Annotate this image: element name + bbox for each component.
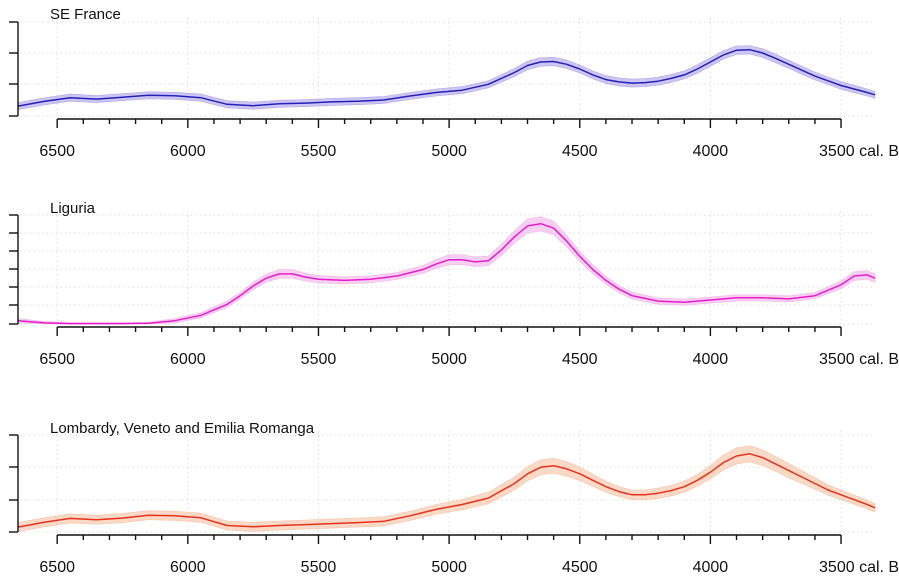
x-tick-label: 4000 [693,559,729,576]
panel-title: Lombardy, Veneto and Emilia Romanga [50,420,315,437]
x-tick-label: 3500 cal. BC [819,143,899,160]
series-line [17,222,876,325]
x-tick-label: 4000 [693,351,729,368]
x-tick-label: 5500 [301,351,337,368]
x-tick-label: 4000 [693,143,729,160]
x-tick-label: 3500 cal. BC [819,351,899,368]
x-tick-label: 6000 [170,351,206,368]
x-tick-label: 5500 [301,559,337,576]
x-tick-label: 5000 [431,143,467,160]
x-tick-label: 4500 [562,351,598,368]
x-tick-label: 6000 [170,559,206,576]
x-tick-label: 5000 [431,351,467,368]
x-tick-label: 5500 [301,143,337,160]
x-tick-label: 6500 [39,559,75,576]
x-tick-label: 6000 [170,143,206,160]
x-tick-label: 3500 cal. BC [819,559,899,576]
series-line [17,453,876,528]
x-tick-label: 4500 [562,143,598,160]
series-line [17,48,876,107]
chart-panel-3: 6500 6000 5500 5000 4500 4000 3500 cal. BC Lomb… [9,420,899,576]
confidence-band [17,216,876,325]
panel-title: Liguria [50,200,96,217]
x-tick-label: 6500 [39,143,75,160]
confidence-band [17,45,876,111]
x-tick-label: 4500 [562,559,598,576]
panel-title: SE France [50,6,121,23]
confidence-band [17,445,876,533]
x-tick-label: 5000 [431,559,467,576]
chart-panel-1: 6500 6000 5500 5000 4500 4000 3500 cal. BC SE F… [9,6,899,160]
chart-panel-2: 6500 6000 5500 5000 4500 4000 3500 cal. BC Ligu… [9,200,899,368]
x-tick-label: 6500 [39,351,75,368]
